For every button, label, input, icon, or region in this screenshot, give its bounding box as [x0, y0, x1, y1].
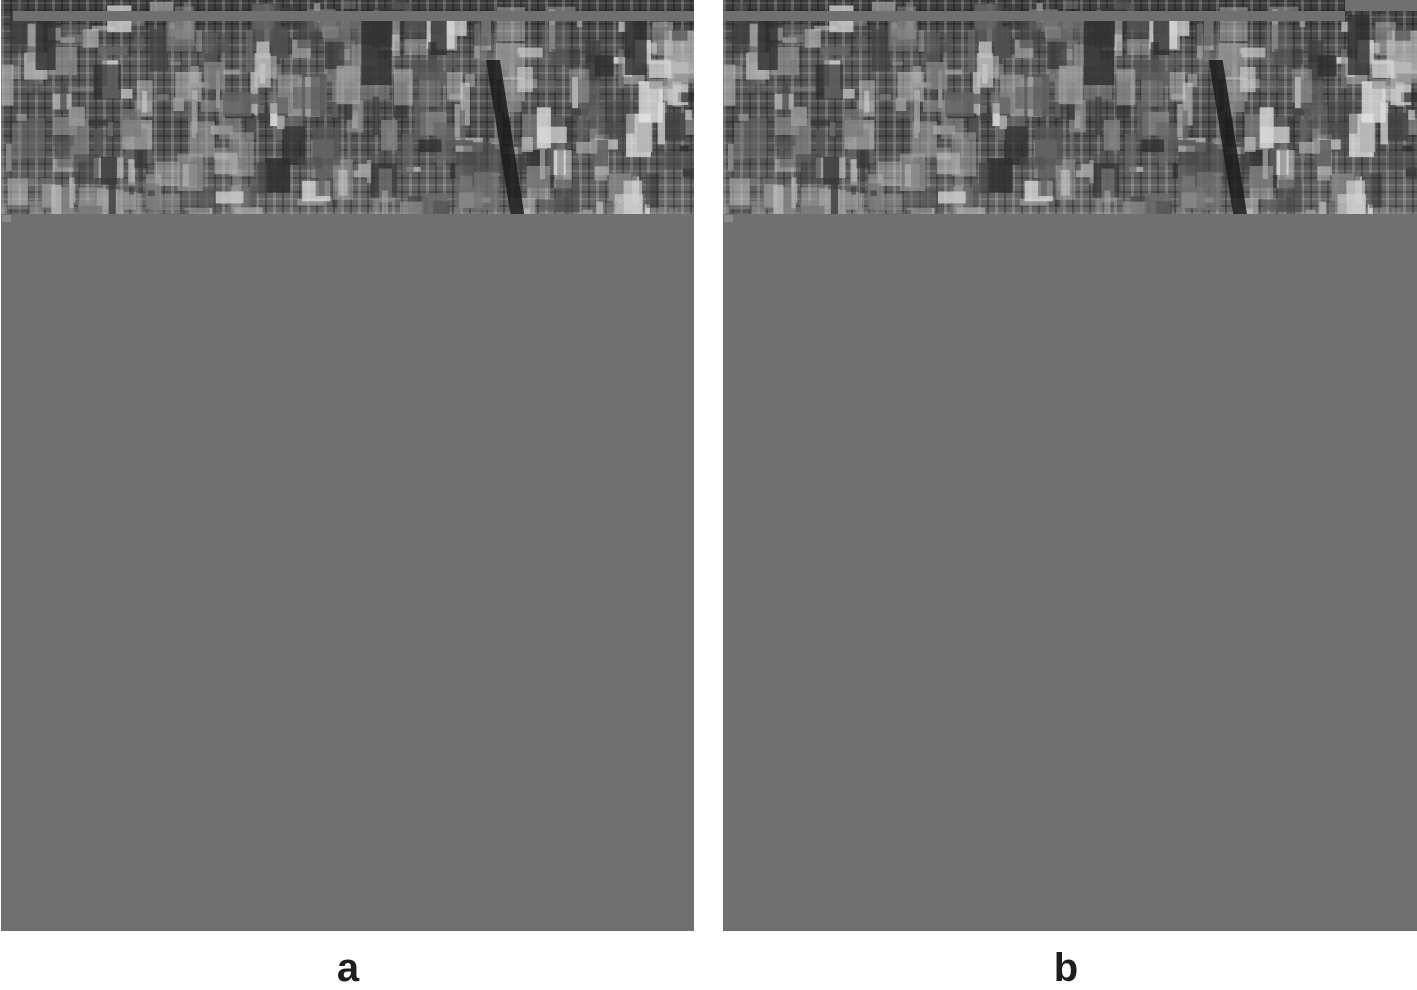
grey-corner — [1345, 0, 1417, 11]
edge-marker — [2, 215, 11, 222]
panel-a-image — [1, 0, 694, 931]
panel-a-label: a — [318, 946, 378, 990]
panel-b-image — [723, 0, 1417, 931]
grey-band — [723, 11, 1345, 21]
grey-band — [13, 11, 694, 21]
city-skyline-strip — [723, 0, 1417, 214]
city-skyline-strip — [1, 0, 694, 214]
panel-b-label: b — [1036, 946, 1096, 990]
city-buildings-texture — [1, 0, 694, 214]
edge-marker — [724, 215, 733, 222]
city-buildings-texture — [723, 0, 1417, 214]
